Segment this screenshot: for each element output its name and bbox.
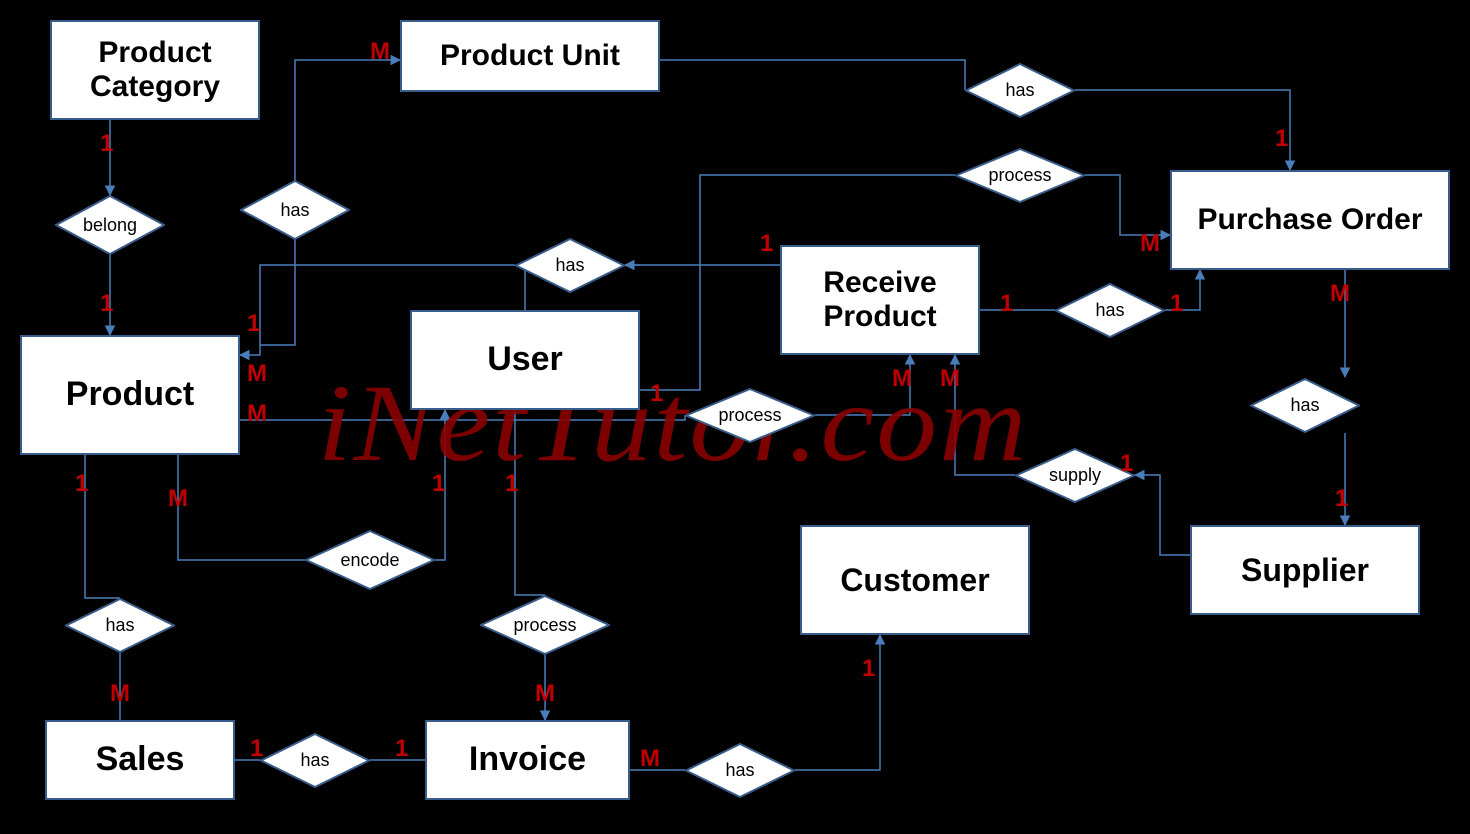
relation-label: has <box>240 180 350 240</box>
cardinality-label: 1 <box>395 735 408 763</box>
entity-label: ProductCategory <box>90 36 220 105</box>
entity-label: Customer <box>840 562 989 599</box>
entity-product: Product <box>20 335 240 455</box>
relation-has_sales: has <box>65 598 175 653</box>
relation-label: process <box>480 595 610 655</box>
er-diagram-canvas: iNetTutor.com ProductCategory Product Un… <box>0 0 1470 834</box>
cardinality-label: 1 <box>100 290 113 318</box>
edge <box>1135 475 1190 555</box>
cardinality-label: M <box>110 680 130 708</box>
entity-invoice: Invoice <box>425 720 630 800</box>
cardinality-label: M <box>247 360 267 388</box>
entity-receive-product: ReceiveProduct <box>780 245 980 355</box>
relation-label: belong <box>55 195 165 255</box>
entity-label: Product <box>66 375 194 414</box>
cardinality-label: 1 <box>1000 290 1013 318</box>
edge <box>1085 175 1170 235</box>
relation-label: encode <box>305 530 435 590</box>
relation-label: has <box>1055 283 1165 338</box>
relation-belong: belong <box>55 195 165 255</box>
relation-has_unit: has <box>240 180 350 240</box>
cardinality-label: 1 <box>1335 485 1348 513</box>
cardinality-label: 1 <box>760 230 773 258</box>
relation-label: process <box>955 148 1085 203</box>
entity-label: ReceiveProduct <box>823 266 936 335</box>
relation-process_inv: process <box>480 595 610 655</box>
entity-supplier: Supplier <box>1190 525 1420 615</box>
relation-encode: encode <box>305 530 435 590</box>
cardinality-label: M <box>940 365 960 393</box>
relation-process_rp: process <box>685 388 815 443</box>
entity-purchase-order: Purchase Order <box>1170 170 1450 270</box>
relation-label: has <box>685 743 795 798</box>
cardinality-label: 1 <box>432 470 445 498</box>
entity-product-category: ProductCategory <box>50 20 260 120</box>
relation-has_user_rp: has <box>515 238 625 293</box>
cardinality-label: 1 <box>1275 125 1288 153</box>
cardinality-label: 1 <box>1170 290 1183 318</box>
relation-has_rp_po: has <box>1055 283 1165 338</box>
relation-label: has <box>65 598 175 653</box>
cardinality-label: 1 <box>505 470 518 498</box>
edge <box>240 415 685 420</box>
relation-label: supply <box>1015 448 1135 503</box>
relation-has_inv_sales: has <box>260 733 370 788</box>
relation-has_inv_cust: has <box>685 743 795 798</box>
relation-has_sup: has <box>1250 378 1360 433</box>
entity-label: Product Unit <box>440 39 620 74</box>
entity-label: Sales <box>96 740 185 779</box>
relation-label: process <box>685 388 815 443</box>
cardinality-label: M <box>370 38 390 66</box>
edge <box>660 60 965 90</box>
entity-sales: Sales <box>45 720 235 800</box>
cardinality-label: M <box>168 485 188 513</box>
edge <box>260 240 295 345</box>
cardinality-label: 1 <box>862 655 875 683</box>
entity-label: Purchase Order <box>1197 203 1422 238</box>
cardinality-label: M <box>640 745 660 773</box>
edge <box>295 60 400 180</box>
edge <box>178 455 305 560</box>
edge <box>515 410 545 595</box>
relation-label: has <box>260 733 370 788</box>
cardinality-label: M <box>1330 280 1350 308</box>
cardinality-label: 1 <box>75 470 88 498</box>
edge <box>85 455 120 598</box>
cardinality-label: M <box>535 680 555 708</box>
cardinality-label: M <box>1140 230 1160 258</box>
cardinality-label: 1 <box>100 130 113 158</box>
cardinality-label: 1 <box>650 380 663 408</box>
edge <box>1075 90 1290 170</box>
cardinality-label: 1 <box>247 310 260 338</box>
entity-product-unit: Product Unit <box>400 20 660 92</box>
cardinality-label: M <box>892 365 912 393</box>
relation-process_po: process <box>955 148 1085 203</box>
relation-supply: supply <box>1015 448 1135 503</box>
entity-user: User <box>410 310 640 410</box>
entity-label: Supplier <box>1241 552 1369 589</box>
cardinality-label: M <box>247 400 267 428</box>
cardinality-label: 1 <box>250 735 263 763</box>
relation-has_po: has <box>965 63 1075 118</box>
edge <box>955 355 1015 475</box>
relation-label: has <box>965 63 1075 118</box>
entity-label: User <box>487 340 563 379</box>
cardinality-label: 1 <box>1120 450 1133 478</box>
relation-label: has <box>1250 378 1360 433</box>
entity-customer: Customer <box>800 525 1030 635</box>
relation-label: has <box>515 238 625 293</box>
entity-label: Invoice <box>469 740 586 779</box>
